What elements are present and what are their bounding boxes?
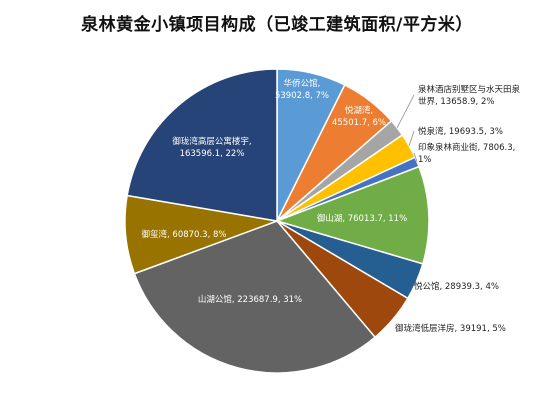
- slice-label: 御珑湾高层公寓楼宇, 163596.1, 22%: [172, 136, 251, 159]
- pie-slices: [124, 68, 430, 374]
- slice-label: 山湖公馆, 223687.9, 31%: [198, 294, 302, 305]
- slice-label: 华侨公馆, 53902.8, 7%: [275, 78, 329, 101]
- slice-label: 悦公馆, 28939.3, 4%: [414, 281, 499, 292]
- slice-label: 悦泉湾, 19693.5, 3%: [418, 126, 503, 137]
- leader-line: [408, 130, 415, 147]
- slice-label: 印象泉林商业街, 7806.3, 1%: [418, 142, 515, 165]
- slice-label: 悦湖湾, 45501.7, 6%: [332, 105, 386, 128]
- slice-label: 御山湖, 76013.7, 11%: [317, 213, 407, 224]
- pie-slice: [274, 165, 430, 265]
- label-leader-lines: [396, 94, 418, 163]
- slice-label: 御珑湾低层洋房, 39191, 5%: [395, 323, 506, 334]
- pie-slice: [133, 220, 377, 374]
- leader-line: [413, 152, 418, 163]
- slice-labels: 华侨公馆, 53902.8, 7%悦湖湾, 45501.7, 6% 泉林酒店别墅区与水…: [142, 78, 521, 334]
- slice-label: 御玺湾, 60870.3, 8%: [142, 229, 227, 240]
- leader-line: [396, 94, 415, 128]
- slice-label: 泉林酒店别墅区与水天田泉世界, 13658.9, 2%: [418, 84, 521, 107]
- pie-slice: [126, 68, 278, 222]
- chart-title: 泉林黄金小镇项目构成（已竣工建筑面积/平方米）: [81, 15, 473, 35]
